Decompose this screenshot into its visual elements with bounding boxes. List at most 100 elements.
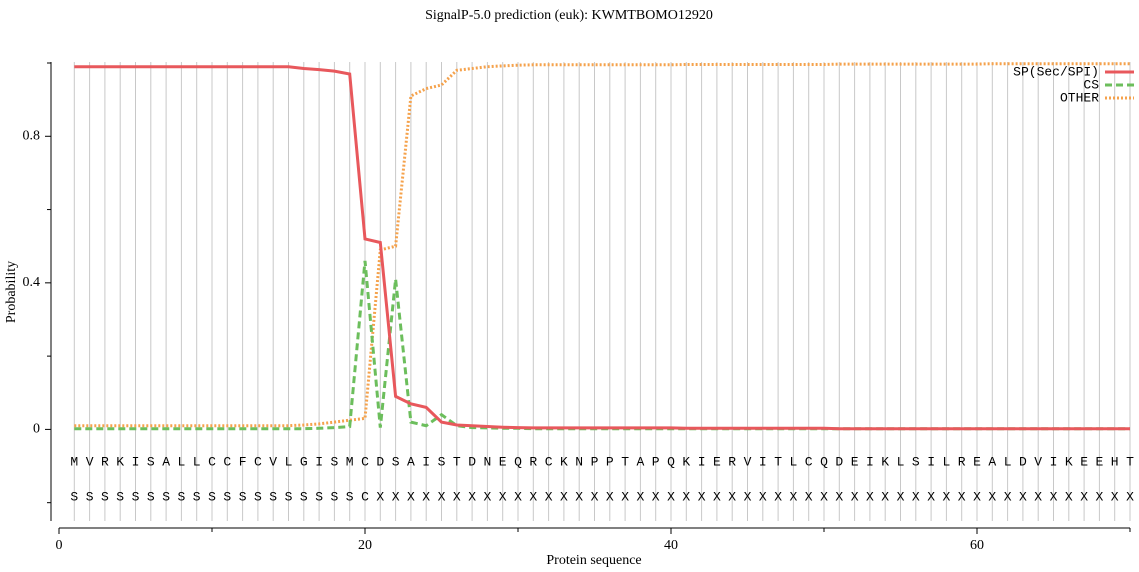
- residue-label: X: [988, 489, 996, 504]
- residue-label: X: [591, 489, 599, 504]
- residue-label: X: [667, 489, 675, 504]
- residue: H: [1111, 454, 1119, 469]
- residue: V: [1034, 454, 1042, 469]
- residue: C: [223, 454, 231, 469]
- residue-label: X: [1004, 489, 1012, 504]
- series-line: [74, 65, 1130, 431]
- residue: L: [942, 454, 950, 469]
- x-tick-label: 20: [358, 538, 372, 553]
- residue-label: X: [682, 489, 690, 504]
- residue-label: X: [1019, 489, 1027, 504]
- residue: E: [973, 454, 981, 469]
- residue-label: S: [254, 489, 262, 504]
- residue-label: X: [438, 489, 446, 504]
- residue-label: S: [162, 489, 170, 504]
- residue-label: S: [269, 489, 277, 504]
- residue: P: [652, 454, 660, 469]
- residue: Q: [514, 454, 522, 469]
- residue-label: X: [376, 489, 384, 504]
- residue-label: X: [728, 489, 736, 504]
- residue-label: X: [1050, 489, 1058, 504]
- residue: C: [208, 454, 216, 469]
- residue: G: [300, 454, 308, 469]
- residue: D: [468, 454, 476, 469]
- residue: N: [483, 454, 491, 469]
- residue: T: [621, 454, 629, 469]
- residue: I: [422, 454, 430, 469]
- residue: V: [86, 454, 94, 469]
- x-tick-label: 40: [664, 538, 678, 553]
- residue-label: X: [805, 489, 813, 504]
- residue-label: S: [239, 489, 247, 504]
- residue-label: S: [330, 489, 338, 504]
- residue-label: X: [407, 489, 415, 504]
- series-line: [74, 260, 1130, 431]
- residue: V: [744, 454, 752, 469]
- residue-label: X: [912, 489, 920, 504]
- residue: I: [315, 454, 323, 469]
- residue-label: C: [361, 489, 369, 504]
- residue-label: X: [606, 489, 614, 504]
- residue: L: [897, 454, 905, 469]
- residue-label: S: [285, 489, 293, 504]
- legend-label: SP(Sec/SPI): [1013, 64, 1099, 79]
- residue-label: S: [116, 489, 124, 504]
- residue: I: [132, 454, 140, 469]
- residue-label: X: [958, 489, 966, 504]
- residue-label: X: [897, 489, 905, 504]
- residue: D: [1019, 454, 1027, 469]
- residue: D: [376, 454, 384, 469]
- residue-label: X: [499, 489, 507, 504]
- y-tick-label: 0.8: [23, 128, 41, 143]
- residue: L: [789, 454, 797, 469]
- residue: K: [116, 454, 124, 469]
- residue: I: [866, 454, 874, 469]
- residue: D: [835, 454, 843, 469]
- y-tick-label: 0.4: [23, 275, 41, 290]
- residue-label: X: [927, 489, 935, 504]
- residue-label: X: [422, 489, 430, 504]
- residue-label: X: [866, 489, 874, 504]
- residue: C: [361, 454, 369, 469]
- residue-label: X: [560, 489, 568, 504]
- residue-label: X: [468, 489, 476, 504]
- residue: R: [529, 454, 537, 469]
- residue-label: S: [223, 489, 231, 504]
- residue: R: [728, 454, 736, 469]
- y-tick-label: 0: [33, 422, 40, 437]
- residue-label: X: [652, 489, 660, 504]
- residue: L: [177, 454, 185, 469]
- residue-label: X: [973, 489, 981, 504]
- residue: V: [269, 454, 277, 469]
- residue-label: S: [208, 489, 216, 504]
- residue: P: [606, 454, 614, 469]
- residue: A: [636, 454, 644, 469]
- residue: A: [162, 454, 170, 469]
- residue: C: [545, 454, 553, 469]
- residue: F: [239, 454, 247, 469]
- residue-label: X: [1080, 489, 1088, 504]
- residue: S: [392, 454, 400, 469]
- residue: K: [881, 454, 889, 469]
- chart-title: SignalP-5.0 prediction (euk): KWMTBOMO12…: [425, 8, 713, 23]
- residue: E: [851, 454, 859, 469]
- residue-label: S: [177, 489, 185, 504]
- residue: K: [682, 454, 690, 469]
- residue: R: [958, 454, 966, 469]
- residue: K: [560, 454, 568, 469]
- residue-label: X: [851, 489, 859, 504]
- residue-label: X: [483, 489, 491, 504]
- residue: R: [101, 454, 109, 469]
- residue-label: X: [1095, 489, 1103, 504]
- residue-label: X: [1111, 489, 1119, 504]
- residue: M: [70, 454, 78, 469]
- residue: Q: [820, 454, 828, 469]
- residue: S: [147, 454, 155, 469]
- residue-label: S: [300, 489, 308, 504]
- residue-label: S: [193, 489, 201, 504]
- residue-label: S: [346, 489, 354, 504]
- residue: C: [254, 454, 262, 469]
- residue: I: [759, 454, 767, 469]
- residue: L: [285, 454, 293, 469]
